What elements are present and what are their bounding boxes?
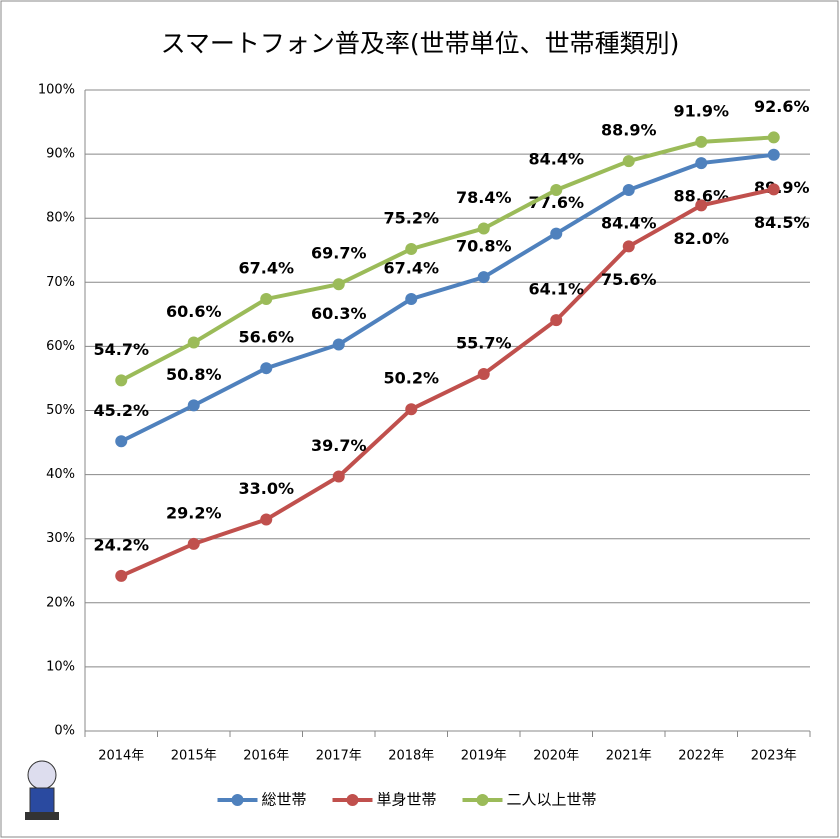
data-point: [622, 155, 635, 168]
data-label: 50.2%: [383, 369, 439, 388]
y-tick-label: 80%: [46, 211, 75, 226]
x-tick-label: 2023年: [751, 749, 797, 764]
data-label: 60.6%: [166, 302, 222, 321]
data-point: [477, 222, 490, 235]
data-label: 69.7%: [311, 244, 367, 263]
series-line: [120, 135, 774, 383]
data-label: 56.6%: [238, 328, 294, 347]
data-point: [477, 271, 490, 284]
data-point: [767, 131, 780, 144]
data-point: [477, 367, 490, 380]
data-label: 84.4%: [601, 213, 657, 232]
data-point: [260, 513, 273, 526]
y-tick-label: 60%: [46, 339, 75, 354]
data-point: [550, 314, 563, 327]
y-tick-label: 20%: [46, 595, 75, 610]
x-tick-label: 2015年: [171, 749, 217, 764]
data-label: 75.6%: [601, 270, 657, 289]
y-tick-label: 70%: [46, 275, 75, 290]
y-tick-label: 50%: [46, 403, 75, 418]
x-tick-label: 2014年: [98, 749, 144, 764]
data-label: 50.8%: [166, 365, 222, 384]
legend-marker: [346, 794, 359, 806]
data-point: [550, 183, 563, 196]
data-label: 33.0%: [238, 479, 294, 498]
data-point: [622, 240, 635, 253]
data-point: [260, 362, 273, 375]
mascot: [25, 760, 59, 820]
data-label: 89.9%: [754, 178, 810, 197]
x-tick-label: 2022年: [678, 749, 724, 764]
data-label: 92.6%: [754, 97, 810, 116]
data-label: 29.2%: [166, 503, 222, 522]
legend-label: 二人以上世帯: [507, 791, 597, 809]
data-label: 84.4%: [528, 149, 584, 168]
series-line: [120, 152, 774, 444]
y-tick-label: 10%: [46, 659, 75, 674]
data-point: [187, 399, 200, 412]
data-point: [767, 148, 780, 161]
legend-label: 総世帯: [262, 791, 307, 809]
data-point: [405, 292, 418, 305]
data-point: [115, 435, 128, 448]
data-label: 91.9%: [673, 101, 729, 120]
data-label: 60.3%: [311, 304, 367, 323]
data-point: [405, 242, 418, 255]
data-point: [695, 135, 708, 148]
legend-marker: [231, 794, 244, 806]
data-label: 70.8%: [456, 237, 512, 256]
data-point: [187, 537, 200, 550]
data-point: [260, 292, 273, 305]
y-tick-label: 0%: [54, 724, 75, 739]
data-point: [695, 157, 708, 170]
data-label: 64.1%: [528, 280, 584, 299]
data-point: [622, 183, 635, 196]
data-point: [405, 403, 418, 416]
y-tick-label: 30%: [46, 531, 75, 546]
data-label: 88.9%: [601, 121, 657, 140]
data-label: 54.7%: [93, 340, 149, 359]
data-label: 84.5%: [754, 213, 810, 232]
y-tick-label: 100%: [38, 83, 75, 98]
x-tick-label: 2019年: [461, 749, 507, 764]
data-point: [115, 569, 128, 582]
y-tick-label: 90%: [46, 147, 75, 162]
data-point: [332, 470, 345, 483]
data-point: [332, 338, 345, 351]
y-tick-label: 40%: [46, 467, 75, 482]
x-tick-label: 2017年: [316, 749, 362, 764]
series-line: [120, 187, 775, 578]
data-point: [332, 278, 345, 291]
x-tick-label: 2016年: [243, 749, 289, 764]
data-label: 78.4%: [456, 188, 512, 207]
data-point: [695, 199, 708, 212]
data-point: [550, 227, 563, 240]
chart-title: スマートフォン普及率(世帯単位、世帯種類別): [161, 29, 680, 58]
data-point: [767, 183, 780, 196]
data-label: 67.4%: [383, 258, 439, 277]
x-tick-label: 2021年: [606, 749, 652, 764]
data-label: 75.2%: [383, 208, 439, 227]
legend-label: 単身世帯: [377, 791, 437, 809]
data-label: 82.0%: [673, 229, 729, 248]
data-label: 39.7%: [311, 436, 367, 455]
data-point: [187, 336, 200, 349]
data-point: [115, 374, 128, 387]
data-label: 45.2%: [93, 401, 149, 420]
x-tick-label: 2020年: [533, 749, 579, 764]
data-label: 24.2%: [93, 535, 149, 554]
data-label: 55.7%: [456, 333, 512, 352]
legend-marker: [476, 794, 489, 806]
data-label: 67.4%: [238, 258, 294, 277]
x-tick-label: 2018年: [388, 749, 434, 764]
